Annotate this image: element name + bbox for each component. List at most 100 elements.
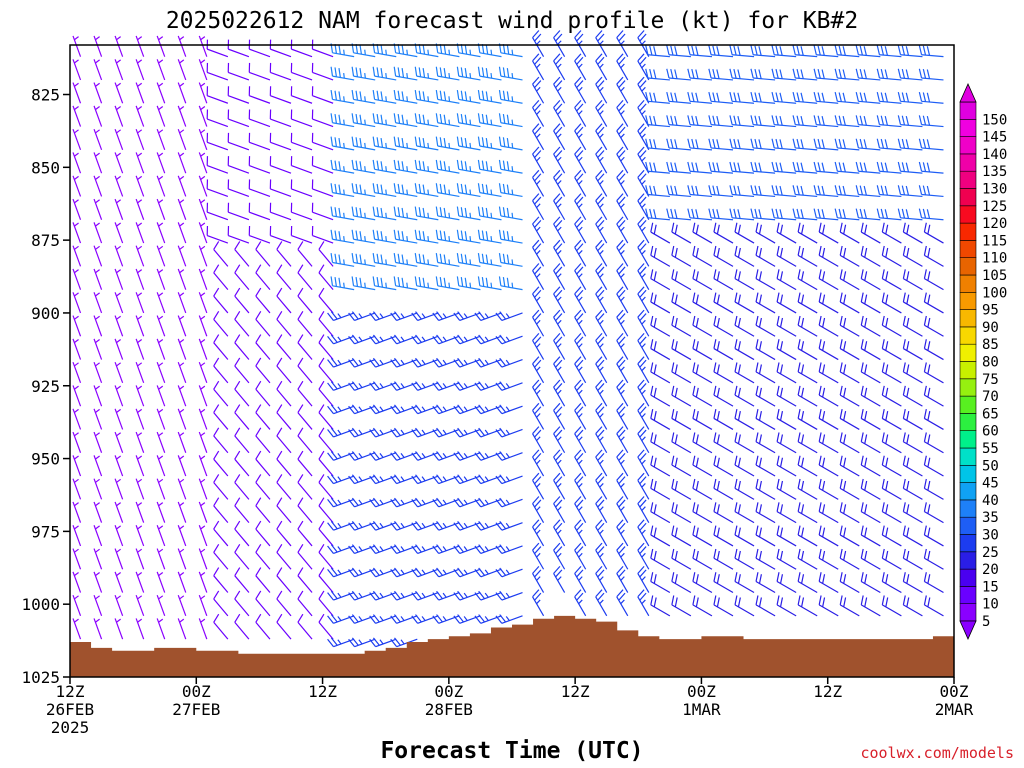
wind-barb (348, 614, 376, 624)
wind-barb (818, 548, 839, 570)
wind-barb (276, 404, 292, 430)
wind-barb (881, 245, 902, 267)
wind-barb (818, 315, 839, 337)
wind-barb (881, 432, 902, 454)
wind-barb (750, 45, 776, 58)
wind-barb (276, 590, 292, 617)
wind-barb (902, 455, 923, 477)
wind-barb (206, 109, 229, 128)
colorbar-swatch (959, 482, 977, 501)
wind-barb (248, 86, 271, 104)
wind-barb (348, 404, 376, 415)
wind-barb (213, 427, 229, 454)
wind-barb (553, 263, 566, 290)
wind-barb (881, 339, 902, 361)
colorbar-label: 35 (982, 510, 999, 526)
wind-barb (532, 309, 545, 337)
y-tick-label: 925 (31, 377, 60, 396)
wind-barb (818, 432, 839, 454)
wind-barb (495, 497, 523, 508)
wind-barb (855, 115, 881, 128)
wind-barb (255, 520, 271, 547)
x-tick-label: 00Z (434, 682, 463, 701)
wind-barb (327, 637, 355, 648)
wind-barb (348, 567, 376, 578)
wind-barb (156, 525, 166, 547)
wind-barb (923, 548, 944, 570)
plot-border (69, 44, 955, 678)
wind-barb (495, 474, 523, 485)
wind-barb (595, 332, 608, 360)
wind-barb (255, 334, 271, 360)
colorbar-label: 145 (982, 130, 1007, 146)
wind-barb (839, 245, 860, 267)
wind-barb (411, 614, 439, 624)
wind-barb (776, 525, 797, 547)
wind-barb (156, 385, 166, 407)
wind-barb (860, 292, 881, 314)
x-tick-label: 2MAR (935, 700, 974, 719)
wind-barb (177, 501, 187, 523)
wind-barb (574, 496, 587, 523)
wind-barb (818, 245, 839, 267)
x-axis-label: Forecast Time (UTC) (380, 738, 643, 764)
wind-barb (227, 202, 250, 221)
wind-barb (198, 408, 208, 430)
wind-barb (453, 520, 481, 531)
wind-barb (297, 613, 313, 640)
wind-barb (574, 356, 587, 384)
wind-barb (177, 338, 187, 360)
wind-barb (553, 496, 566, 523)
wind-barb (255, 380, 271, 407)
wind-barb (177, 618, 187, 640)
wind-barb (750, 185, 776, 198)
wind-barb (574, 449, 587, 477)
wind-barb (318, 474, 334, 500)
wind-barb (72, 245, 82, 267)
wind-barb (574, 542, 587, 570)
wind-barb (135, 128, 145, 151)
wind-barb (650, 478, 671, 500)
wind-barb (177, 245, 187, 267)
wind-barb (234, 310, 250, 337)
wind-barb (713, 315, 734, 337)
wind-barb (645, 68, 670, 81)
wind-barb (206, 62, 229, 81)
wind-barb (393, 253, 418, 267)
wind-barb (456, 229, 481, 244)
credit-text[interactable]: coolwx.com/models (860, 744, 1014, 762)
wind-barb (318, 404, 334, 430)
wind-barb (330, 66, 355, 81)
wind-barb (495, 381, 523, 391)
wind-barb (616, 379, 629, 407)
wind-barb (532, 286, 545, 314)
wind-barb (114, 455, 124, 477)
colorbar-label: 40 (982, 493, 999, 509)
wind-barb (839, 572, 860, 594)
wind-barb (755, 432, 776, 454)
wind-barb (114, 571, 124, 593)
wind-barb (860, 432, 881, 454)
wind-barb (198, 105, 208, 127)
wind-barb (432, 404, 460, 415)
wind-barb (574, 123, 587, 151)
wind-barb (595, 99, 608, 127)
wind-barb (348, 311, 376, 322)
wind-barb (297, 474, 313, 500)
wind-barb (532, 472, 545, 500)
wind-barb (114, 548, 124, 570)
y-axis: 825 850 875 900 925 950 975 1000 1025 (21, 86, 70, 687)
wind-barb (637, 53, 650, 81)
wind-barb (234, 427, 250, 454)
wind-barb (93, 175, 103, 197)
wind-barb (269, 179, 292, 198)
wind-barb (435, 89, 460, 104)
wind-barb (713, 478, 734, 500)
wind-barb (876, 185, 902, 198)
wind-barb (650, 502, 671, 524)
wind-barb (650, 269, 671, 291)
wind-barb (93, 594, 103, 617)
wind-barb (311, 156, 334, 174)
wind-barb (692, 572, 713, 594)
wind-barb (616, 519, 629, 547)
